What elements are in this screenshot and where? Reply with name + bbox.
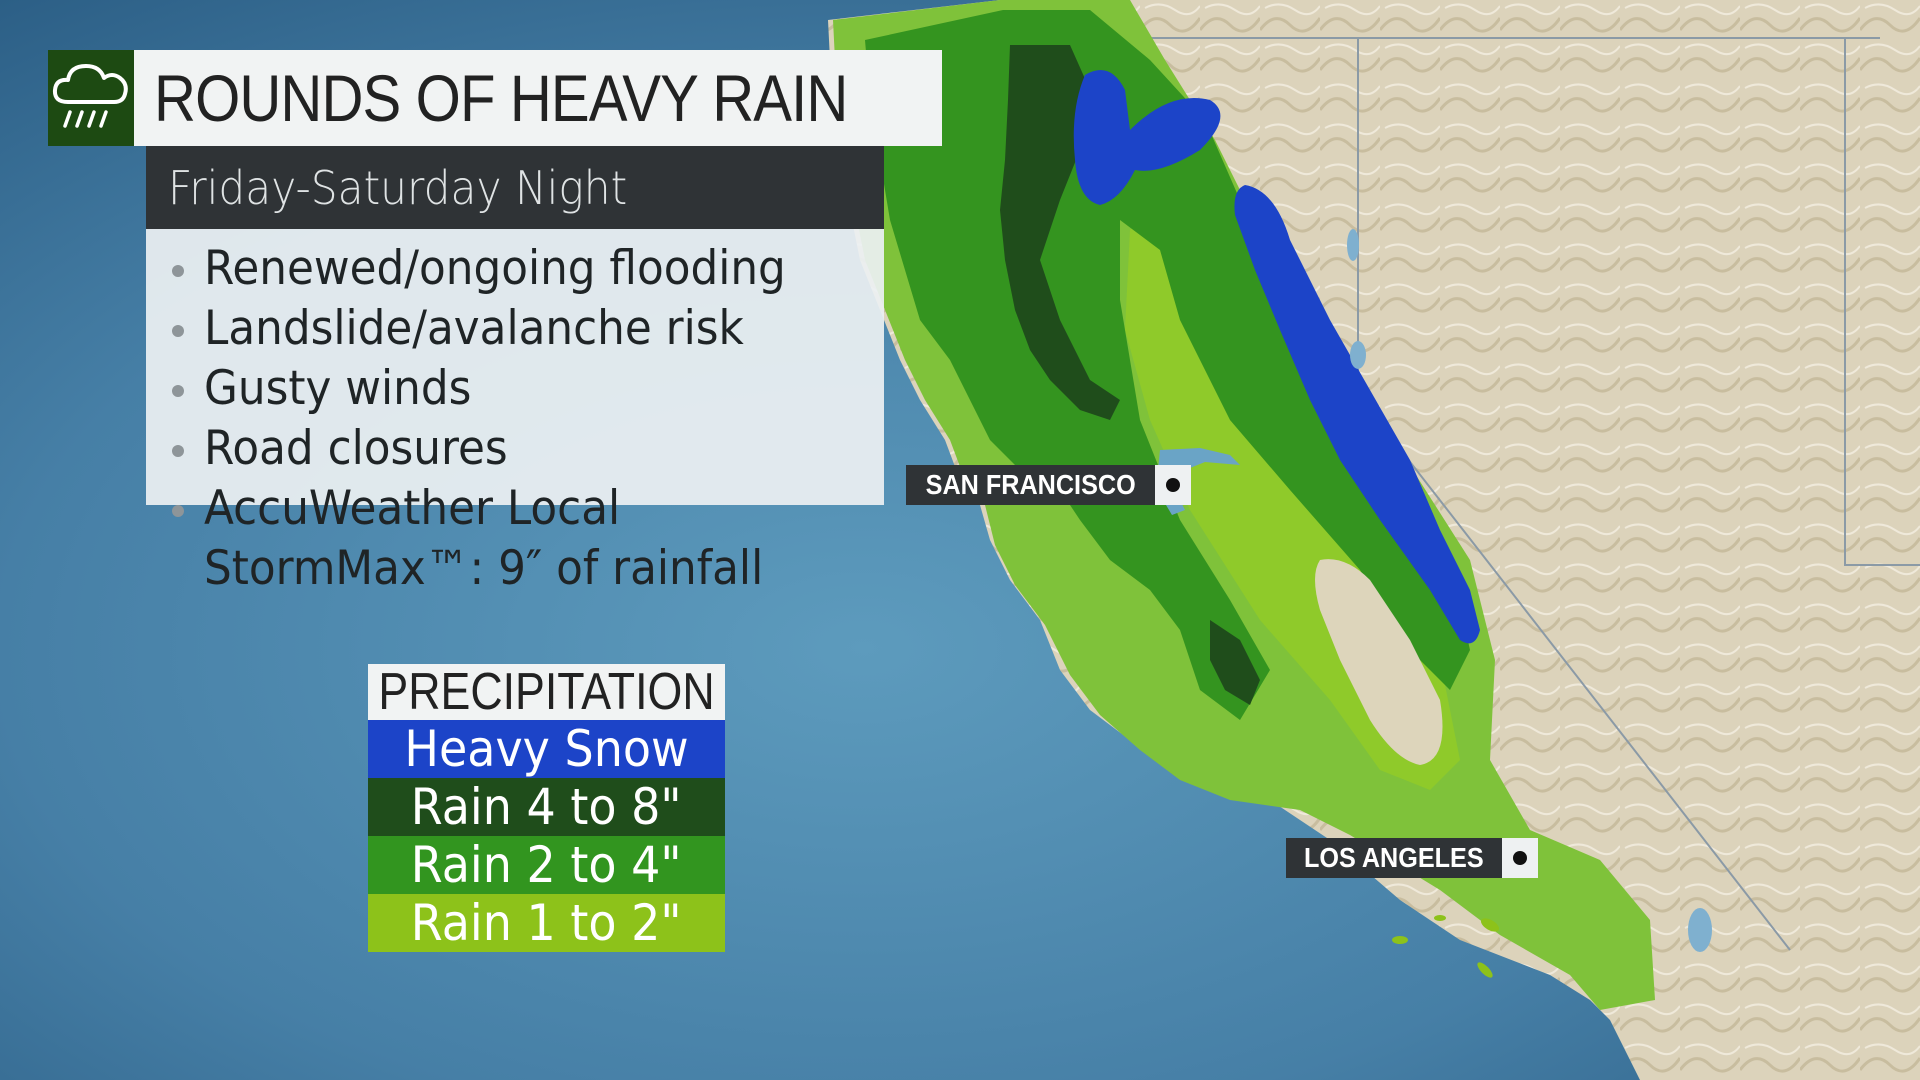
legend-item-rain-1-2: Rain 1 to 2" — [368, 894, 725, 952]
impacts-list: Renewed/ongoing flooding Landslide/avala… — [146, 229, 884, 596]
page-title-text: ROUNDS OF HEAVY RAIN — [154, 61, 848, 135]
city-dot — [1166, 478, 1181, 492]
impact-item: Landslide/avalanche risk — [168, 299, 884, 359]
city-dot-box — [1501, 838, 1538, 878]
rain-4-8-area — [1000, 45, 1120, 420]
legend-item-rain-4-8: Rain 4 to 8" — [368, 778, 725, 836]
lake-tahoe — [1350, 341, 1366, 369]
page-title: ROUNDS OF HEAVY RAIN — [134, 50, 943, 146]
city-marker-los-angeles: LOS ANGELES — [1286, 838, 1538, 878]
precipitation-legend: PRECIPITATION Heavy Snow Rain 4 to 8" Ra… — [368, 663, 725, 952]
salton-sea — [1688, 908, 1712, 952]
impact-item: Renewed/ongoing flooding — [168, 239, 884, 299]
info-panel: ROUNDS OF HEAVY RAIN Friday-Saturday Nig… — [48, 50, 943, 596]
impact-item: Road closures — [168, 419, 884, 479]
impact-item: AccuWeather Local — [168, 479, 884, 539]
impact-item: Gusty winds — [168, 359, 884, 419]
title-row: ROUNDS OF HEAVY RAIN — [48, 50, 943, 146]
snow-sierra — [1234, 185, 1480, 644]
city-dot-box — [1155, 465, 1192, 505]
rain-cloud-icon — [48, 50, 134, 146]
legend-title: PRECIPITATION — [368, 663, 725, 721]
channel-islands — [1392, 915, 1500, 978]
impact-item-continued: StormMax™: 9″ of rainfall — [204, 541, 764, 596]
snow-north — [1073, 70, 1221, 205]
dry-area — [1315, 559, 1443, 765]
time-period: Friday-Saturday Night — [146, 146, 884, 229]
legend-item-rain-2-4: Rain 2 to 4" — [368, 836, 725, 894]
city-dot — [1512, 851, 1527, 865]
rain-4-8-small-area — [1210, 620, 1260, 705]
city-label: SAN FRANCISCO — [906, 465, 1156, 505]
time-period-text: Friday-Saturday Night — [168, 160, 628, 215]
lake-north — [1347, 229, 1359, 261]
city-marker-san-francisco: SAN FRANCISCO — [906, 465, 1192, 505]
legend-item-heavy-snow: Heavy Snow — [368, 720, 725, 778]
city-label: LOS ANGELES — [1286, 838, 1502, 878]
